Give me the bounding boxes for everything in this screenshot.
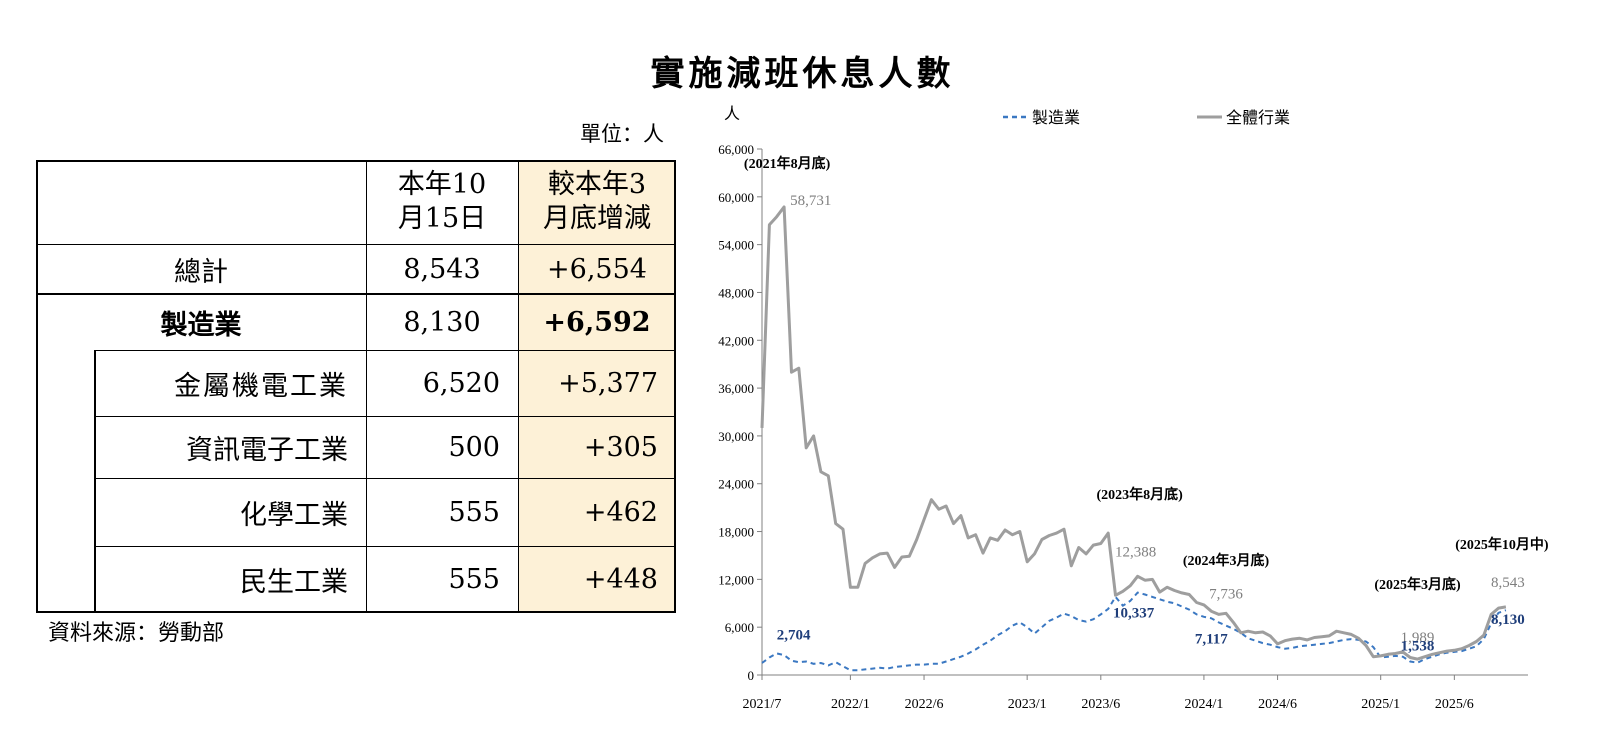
row-chem-change: +462 [583,496,658,528]
data-label: 2,704 [777,627,811,643]
row-metal-value: 6,520 [422,367,500,399]
data-label: 10,337 [1113,606,1155,622]
x-tick-label: 2023/6 [1081,697,1120,712]
unit-label: 單位：人 [580,122,664,146]
row-manufacturing-change: +6,592 [543,306,651,338]
period-label: (2025年3月底) [1374,576,1461,593]
period-label: (2023年8月底) [1096,486,1183,503]
chart-series [760,205,1507,672]
x-tick-label: 2025/1 [1361,697,1400,712]
table-col-divider-2 [518,160,519,613]
row-total-label: 總計 [174,256,228,288]
table-row-divider-metal [94,416,676,417]
x-tick-label: 2025/6 [1435,697,1474,712]
table-row-divider-chem [94,546,676,547]
y-tick-label: 18,000 [718,525,754,540]
x-tick-label: 2023/1 [1008,697,1047,712]
data-label: 1,989 [1401,630,1435,646]
legend-label-all-industries: 全體行業 [1226,109,1290,127]
y-tick-label: 0 [748,668,755,683]
table-indent-divider [94,350,96,613]
legend-label-manufacturing: 製造業 [1032,109,1080,127]
period-label: (2021年8月底) [744,155,831,172]
row-metal-change: +5,377 [558,367,658,399]
data-source: 資料來源：勞動部 [48,621,225,646]
data-label: 7,736 [1209,586,1243,602]
data-label: 8,543 [1491,575,1525,591]
period-label: (2025年10月中) [1455,536,1549,553]
y-axis-unit-label: 人 [724,105,740,123]
chart-annotations: 58,731 12,388 7,736 1,989 8,543 2,704 10,337 7,… [744,155,1549,655]
y-tick-label: 24,000 [718,477,754,492]
header-change: 較本年3 月底增減 [543,169,651,234]
data-label: 58,731 [790,193,831,209]
row-livelihood-change: +448 [583,564,658,595]
table-border-bottom [36,611,676,613]
row-manufacturing-value: 8,130 [403,306,481,338]
data-label: 1,538 [1401,639,1435,655]
x-tick-label: 2022/6 [905,697,944,712]
table-row-divider-it [94,478,676,479]
series-line-all-industries [760,205,1507,661]
x-tick-label: 2021/7 [743,697,782,712]
table-border-top [36,160,676,162]
table-row-divider-mfg [94,350,676,351]
row-it-change: +305 [583,431,658,463]
row-metal-label: 金屬機電工業 [174,370,348,402]
y-tick-label: 30,000 [718,429,754,444]
table-row-divider-header [36,244,676,245]
table-row-divider-total [36,293,676,295]
row-manufacturing-label: 製造業 [160,309,242,341]
x-tick-label: 2024/1 [1184,697,1223,712]
row-chem-value: 555 [448,496,500,528]
summary-table: 本年10 月15日 較本年3 月底增減 總計 8,543 +6,554 製造業 … [36,160,676,613]
row-livelihood-value: 555 [448,564,500,595]
y-tick-label: 42,000 [718,333,754,348]
line-chart: 人 0 6,000 12,000 18,000 24,000 30,000 36,000 42,… [718,105,1549,712]
data-label: 12,388 [1115,544,1156,560]
y-tick-label: 6,000 [725,620,754,635]
table-border-right [674,160,676,613]
chart-legend: 製造業 全體行業 [1003,109,1290,127]
data-label: 7,117 [1195,631,1228,647]
y-tick-label: 12,000 [718,572,754,587]
y-tick-label: 36,000 [718,381,754,396]
page-title: 實施減班休息人數 [650,54,955,94]
x-tick-label: 2024/6 [1258,697,1297,712]
row-it-value: 500 [448,431,500,463]
y-tick-label: 66,000 [718,142,754,157]
data-label: 8,130 [1491,612,1525,628]
period-label: (2024年3月底) [1183,552,1270,569]
table-border-left [36,160,38,613]
row-it-label: 資訊電子工業 [186,434,348,466]
table-col-divider-1 [366,160,367,613]
row-total-value: 8,543 [403,253,481,285]
y-tick-label: 60,000 [718,190,754,205]
row-livelihood-label: 民生工業 [240,567,348,598]
row-total-change: +6,554 [547,253,647,285]
x-tick-label: 2022/1 [831,697,870,712]
row-chem-label: 化學工業 [240,499,348,531]
y-axis: 人 0 6,000 12,000 18,000 24,000 30,000 36,000 42,… [718,105,763,683]
y-tick-label: 48,000 [718,285,754,300]
header-current: 本年10 月15日 [397,169,487,234]
series-line-manufacturing [761,591,1507,672]
x-axis: 2021/7 2022/1 2022/6 2023/1 2023/6 2024/1 2024… [743,674,1528,712]
y-tick-label: 54,000 [718,238,754,253]
change-column-bg [518,160,676,613]
